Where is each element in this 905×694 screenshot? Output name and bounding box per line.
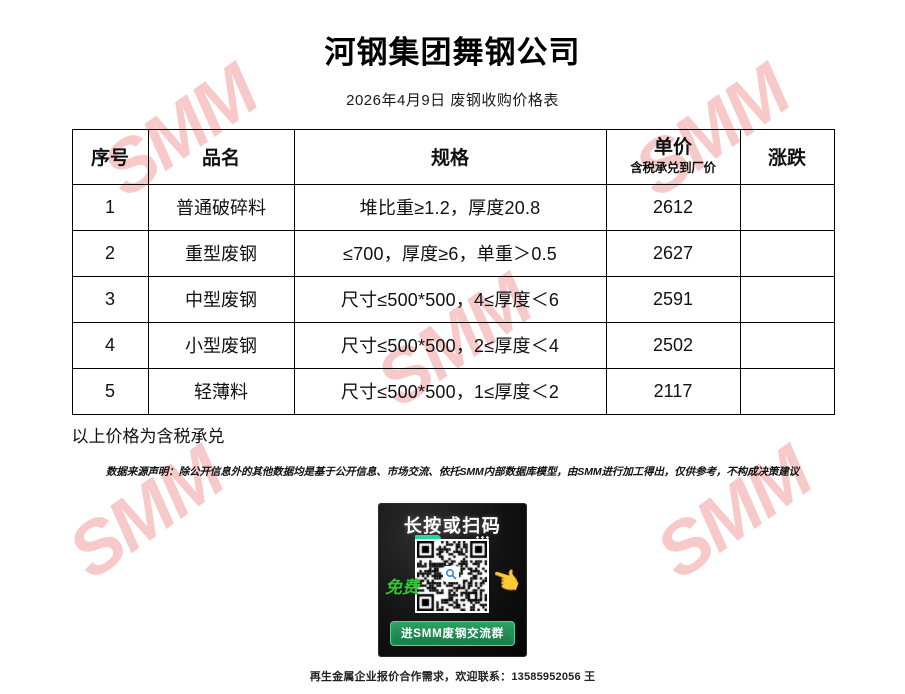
price-table-container: 序号 品名 规格 单价 含税承兑到厂价 涨跌 1 普通破碎料 堆比重≥1.2，厚…	[71, 128, 835, 415]
cell-spec: ≤700，厚度≥6，单重＞0.5	[293, 229, 607, 277]
cell-change	[739, 275, 835, 323]
column-header-price: 单价 含税承兑到厂价	[605, 128, 741, 185]
cell-index: 2	[71, 229, 149, 277]
cell-price: 2591	[605, 275, 741, 323]
cell-price: 2627	[605, 229, 741, 277]
page-title: 河钢集团舞钢公司	[324, 35, 581, 70]
cell-spec: 尺寸≤500*500，1≤厚度＜2	[293, 367, 607, 415]
table-body: 1 普通破碎料 堆比重≥1.2，厚度20.8 2612 2 重型废钢 ≤700，…	[71, 183, 835, 415]
qr-promo-card[interactable]: 长按或扫码 免费 👈 进SMM废钢交流群	[378, 502, 527, 657]
column-header-name: 品名	[147, 128, 295, 185]
cell-change	[739, 183, 835, 231]
magnifier-icon	[443, 565, 459, 582]
qr-headline: 长按或扫码	[403, 515, 502, 536]
tax-note: 以上价格为含税承兑	[71, 426, 225, 446]
price-table: 序号 品名 规格 单价 含税承兑到厂价 涨跌 1 普通破碎料 堆比重≥1.2，厚…	[71, 128, 835, 415]
qr-frame-tab-decoration	[415, 534, 441, 540]
cell-index: 4	[71, 321, 149, 369]
cell-price: 2612	[605, 183, 741, 231]
column-header-price-main: 单价	[653, 136, 692, 158]
cell-name: 普通破碎料	[147, 183, 295, 231]
cell-price: 2117	[605, 367, 741, 415]
table-row: 4 小型废钢 尺寸≤500*500，2≤厚度＜4 2502	[71, 321, 835, 369]
cell-change	[739, 321, 835, 369]
table-row: 2 重型废钢 ≤700，厚度≥6，单重＞0.5 2627	[71, 229, 835, 277]
pointing-hand-icon: 👈	[487, 562, 525, 598]
column-header-price-sub: 含税承兑到厂价	[630, 160, 716, 175]
free-badge: 免费	[385, 577, 419, 597]
page-subtitle: 2026年4月9日 废钢收购价格表	[346, 91, 559, 109]
table-row: 5 轻薄料 尺寸≤500*500，1≤厚度＜2 2117	[71, 367, 835, 415]
cell-index: 5	[71, 367, 149, 415]
contact-line: 再生金属企业报价合作需求，欢迎联系：13585952056 王	[309, 670, 596, 683]
cell-spec: 堆比重≥1.2，厚度20.8	[293, 183, 607, 231]
table-row: 1 普通破碎料 堆比重≥1.2，厚度20.8 2612	[71, 183, 835, 231]
join-group-button[interactable]: 进SMM废钢交流群	[390, 620, 515, 646]
cell-name: 小型废钢	[147, 321, 295, 369]
cell-price: 2502	[605, 321, 741, 369]
cell-change	[739, 367, 835, 415]
column-header-index: 序号	[71, 128, 149, 185]
column-header-spec: 规格	[293, 128, 607, 185]
column-header-change: 涨跌	[739, 128, 835, 185]
qr-frame-dots-decoration	[475, 535, 489, 539]
cell-name: 轻薄料	[147, 367, 295, 415]
cell-change	[739, 229, 835, 277]
cell-name: 重型废钢	[147, 229, 295, 277]
data-source-note: 数据来源声明：除公开信息外的其他数据均是基于公开信息、市场交流、依托SMM内部数…	[105, 465, 800, 478]
table-row: 3 中型废钢 尺寸≤500*500，4≤厚度＜6 2591	[71, 275, 835, 323]
cell-spec: 尺寸≤500*500，2≤厚度＜4	[293, 321, 607, 369]
table-header-row: 序号 品名 规格 单价 含税承兑到厂价 涨跌	[71, 128, 835, 185]
cell-index: 3	[71, 275, 149, 323]
cell-index: 1	[71, 183, 149, 231]
cell-name: 中型废钢	[147, 275, 295, 323]
table-header: 序号 品名 规格 单价 含税承兑到厂价 涨跌	[71, 128, 835, 185]
cell-spec: 尺寸≤500*500，4≤厚度＜6	[293, 275, 607, 323]
